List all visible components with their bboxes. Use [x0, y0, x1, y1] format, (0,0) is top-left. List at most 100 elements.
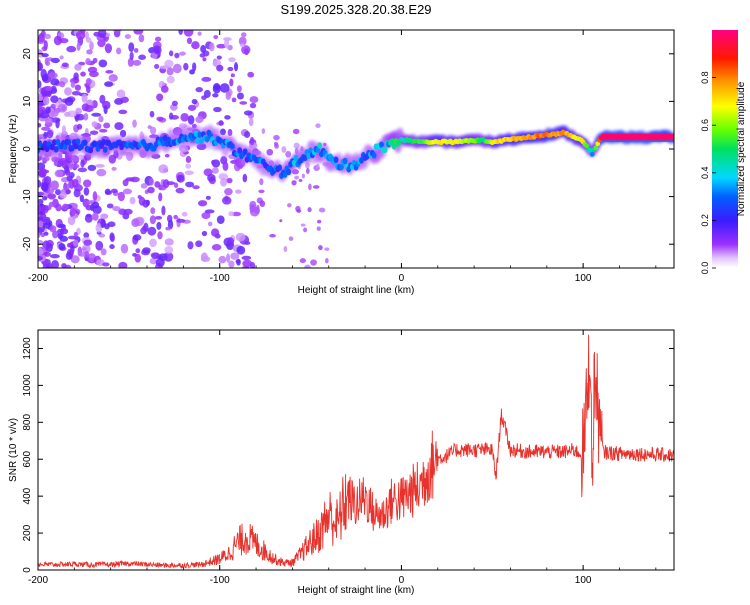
figure-title: S199.2025.328.20.38.E29: [280, 2, 431, 17]
spectrogram-noise-blob: [176, 174, 185, 183]
ridge-core: [75, 138, 81, 145]
spectrogram-noise-blob: [187, 241, 194, 250]
spectrogram-noise-blob: [259, 178, 264, 186]
spectrogram-noise-blob: [109, 244, 115, 250]
spectrogram-noise-blob: [100, 218, 106, 229]
spectrogram-noise-blob: [49, 225, 57, 233]
spectrogram-noise-blob: [305, 167, 310, 175]
spectrogram-noise-blob: [192, 62, 197, 72]
spectrogram-noise-blob: [140, 227, 147, 235]
spectrogram-noise-blob: [244, 241, 251, 245]
spectrogram-noise-blob: [61, 263, 67, 268]
spectrogram-noise-blob: [42, 196, 48, 201]
spectrogram-noise-blob: [208, 42, 215, 52]
spectrogram-noise-blob: [249, 136, 255, 146]
spectrogram-noise-blob: [288, 236, 294, 241]
y-tick-label: -20: [22, 237, 33, 252]
spectrogram-noise-blob: [285, 150, 292, 158]
spectrogram-noise-blob: [233, 62, 239, 72]
spectrogram-noise-blob: [240, 32, 247, 38]
spectrogram-noise-blob: [183, 30, 194, 37]
spectrogram-noise-blob: [172, 63, 182, 74]
spectrogram-noise-blob: [158, 164, 169, 174]
spectrogram-noise-blob: [154, 215, 163, 220]
spectrogram-noise-blob: [293, 142, 300, 149]
spectrogram-noise-blob: [97, 39, 106, 48]
spectrogram-noise-blob: [38, 226, 43, 232]
spectrogram-noise-blob: [180, 112, 189, 122]
spectrogram-noise-blob: [38, 191, 44, 197]
snr-series-line: [38, 334, 674, 570]
spectrogram-noise-blob: [122, 188, 132, 195]
spectrogram-noise-blob: [248, 118, 254, 127]
spectrogram-noise-blob: [76, 42, 81, 51]
spectrogram-noise-blob: [96, 168, 107, 177]
spectrogram-noise-blob: [185, 181, 195, 188]
spectrogram-noise-blob: [109, 232, 115, 241]
spectrogram-noise-blob: [185, 163, 192, 169]
colorbar-ticks: 0.0 0.2 0.4 0.6 0.8: [700, 71, 716, 274]
spectrogram-noise-blob: [201, 230, 208, 237]
spectrogram-noise-blob: [87, 253, 96, 262]
spectrogram-noise-blob: [38, 104, 43, 115]
spectrogram-noise-blob: [38, 79, 42, 89]
y-tick-label: 0: [22, 567, 33, 573]
spectrogram-noise-blob: [266, 148, 274, 156]
spectrogram-noise-blob: [59, 157, 68, 166]
spectrogram-noise-blob: [95, 240, 104, 251]
spectrogram-noise-blob: [304, 264, 311, 268]
spectrogram-noise-blob: [140, 183, 148, 189]
spectrogram-noise-blob: [195, 115, 204, 124]
spectrogram-noise-blob: [138, 34, 145, 43]
spectrogram-noise-blob: [79, 194, 85, 203]
spectrogram-noise-blob: [65, 189, 71, 195]
spectrogram-noise-blob: [129, 51, 134, 60]
spectrogram-noise-blob: [68, 171, 75, 179]
spectrogram-noise-blob: [218, 255, 227, 264]
colorbar-tick-label: 0.2: [700, 214, 710, 227]
spectrogram-noise-blob: [220, 177, 228, 187]
spectrogram-noise-blob: [84, 250, 90, 258]
spectrogram-noise-blob: [80, 159, 85, 168]
spectrogram-noise-blob: [59, 192, 67, 199]
spectrogram-noise-blob: [175, 187, 185, 194]
ridge-core: [70, 144, 75, 152]
y-tick-label: 10: [22, 95, 33, 107]
spectrogram-noise-blob: [236, 85, 242, 93]
spectrogram-noise-blob: [91, 121, 98, 128]
spectrogram-noise-blob: [59, 235, 69, 242]
y-tick-label: 200: [22, 524, 33, 541]
spectrogram-noise-blob: [38, 122, 42, 128]
spectrogram-noise-blob: [138, 54, 147, 60]
ridge-core: [82, 139, 88, 146]
spectrogram-noise-blob: [105, 70, 114, 74]
y-tick-label: 1000: [22, 374, 33, 397]
ridge-core: [339, 163, 344, 171]
spectrogram-noise-blob: [294, 175, 300, 180]
spectrogram-noise-blob: [80, 30, 86, 35]
spectrogram-y-label: Frequency (Hz): [8, 115, 19, 184]
spectrogram-noise-blob: [95, 164, 105, 168]
spectrogram-noise-blob: [72, 239, 79, 247]
spectrogram-noise-blob: [47, 262, 53, 268]
colorbar-tick-label: 0.8: [700, 71, 710, 84]
x-tick-label: 0: [399, 273, 405, 284]
spectrogram-noise-blob: [187, 104, 197, 111]
spectrogram-noise-blob: [231, 97, 237, 103]
spectrogram-noise-blob: [131, 218, 140, 228]
spectrogram-noise-blob: [163, 251, 174, 262]
spectrogram-noise-blob: [102, 100, 111, 110]
spectrogram-noise-blob: [242, 173, 248, 183]
spectrogram-noise-blob: [216, 43, 227, 49]
spectrogram-noise-blob: [157, 231, 163, 240]
spectrogram-noise-blob: [69, 207, 76, 217]
y-tick-label: 1200: [22, 337, 33, 360]
spectrogram-noise-blob: [106, 203, 114, 209]
spectrogram-noise-blob: [173, 214, 178, 220]
spectrogram-noise-blob: [54, 169, 64, 178]
spectrogram-noise-blob: [100, 248, 107, 256]
spectrogram-noise-blob: [87, 66, 98, 73]
spectrogram-noise-blob: [291, 180, 297, 186]
spectrogram-noise-blob: [164, 153, 170, 158]
